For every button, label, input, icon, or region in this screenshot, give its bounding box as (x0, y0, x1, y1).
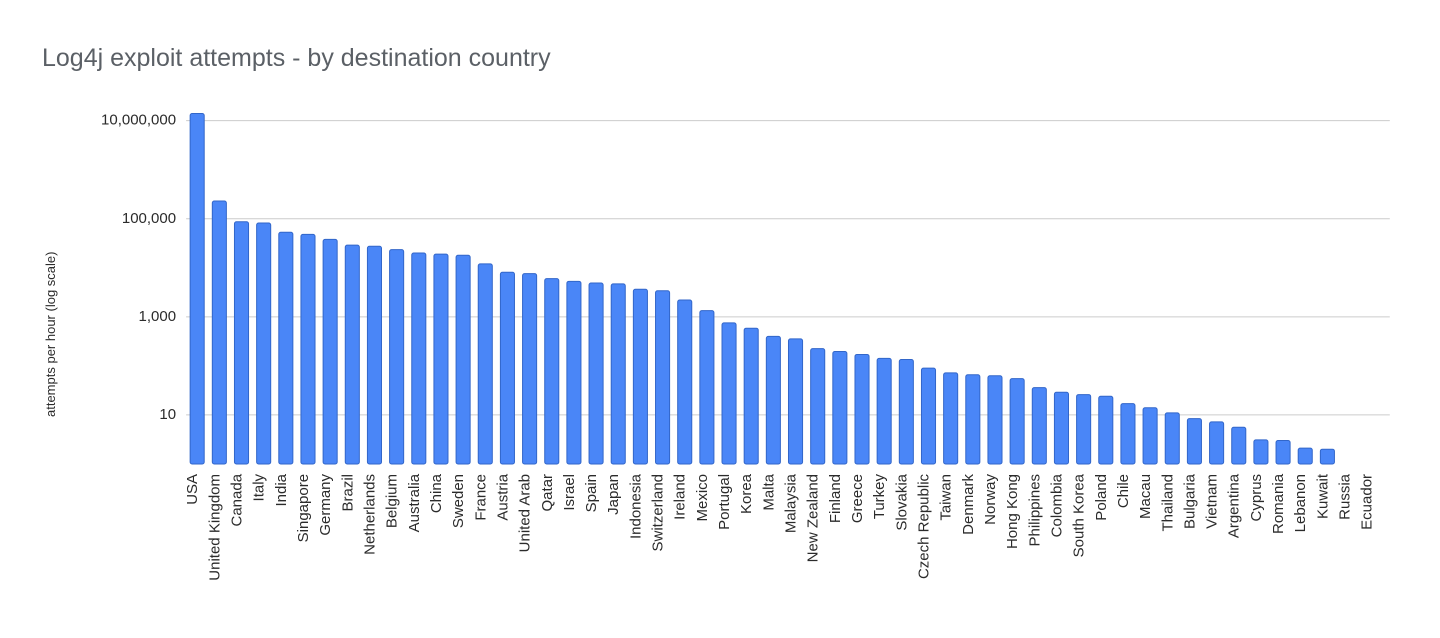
svg-text:Slovakia: Slovakia (893, 473, 910, 530)
svg-text:USA: USA (184, 474, 201, 505)
svg-text:10: 10 (159, 406, 176, 423)
svg-text:Malaysia: Malaysia (783, 473, 800, 533)
svg-text:Netherlands: Netherlands (361, 474, 378, 555)
svg-text:France: France (472, 474, 489, 521)
svg-text:Macau: Macau (1137, 474, 1154, 519)
svg-text:Thailand: Thailand (1159, 474, 1176, 532)
svg-text:Italy: Italy (251, 473, 268, 501)
svg-text:Indonesia: Indonesia (627, 473, 644, 539)
svg-text:Cyprus: Cyprus (1248, 474, 1265, 522)
svg-text:New Zealand: New Zealand (805, 474, 822, 562)
svg-text:Argentina: Argentina (1226, 473, 1243, 538)
svg-text:Czech Republic: Czech Republic (916, 473, 933, 579)
svg-text:Israel: Israel (561, 474, 578, 511)
svg-text:Bulgaria: Bulgaria (1181, 473, 1198, 529)
svg-text:Belgium: Belgium (384, 474, 401, 528)
svg-text:1,000: 1,000 (139, 308, 177, 325)
svg-text:Australia: Australia (406, 473, 423, 532)
svg-text:Turkey: Turkey (871, 473, 888, 519)
svg-text:Spain: Spain (583, 474, 600, 512)
svg-text:Brazil: Brazil (339, 474, 356, 512)
svg-text:Ireland: Ireland (672, 474, 689, 520)
svg-text:Philippines: Philippines (1026, 474, 1043, 547)
svg-text:Austria: Austria (494, 473, 511, 520)
svg-text:Mexico: Mexico (694, 474, 711, 522)
svg-text:South Korea: South Korea (1071, 473, 1088, 557)
svg-text:Sweden: Sweden (450, 474, 467, 528)
svg-text:Korea: Korea (738, 473, 755, 514)
svg-text:Kuwait: Kuwait (1314, 473, 1331, 519)
svg-text:Canada: Canada (229, 473, 246, 526)
svg-text:Portugal: Portugal (716, 474, 733, 530)
svg-text:United Arab: United Arab (517, 474, 534, 552)
svg-text:Lebanon: Lebanon (1292, 474, 1309, 532)
svg-text:India: India (273, 473, 290, 506)
svg-text:Malta: Malta (760, 473, 777, 510)
svg-text:Finland: Finland (827, 474, 844, 523)
svg-text:Greece: Greece (849, 474, 866, 523)
svg-text:Singapore: Singapore (295, 474, 312, 542)
svg-text:Romania: Romania (1270, 473, 1287, 534)
svg-text:attempts per hour (log scale): attempts per hour (log scale) (43, 252, 58, 417)
svg-text:Ecuador: Ecuador (1359, 474, 1376, 530)
svg-text:Colombia: Colombia (1048, 473, 1065, 537)
svg-text:Taiwan: Taiwan (938, 474, 955, 521)
svg-text:100,000: 100,000 (122, 210, 176, 227)
svg-text:Poland: Poland (1093, 474, 1110, 521)
svg-text:Hong Kong: Hong Kong (1004, 474, 1021, 549)
svg-text:Norway: Norway (982, 473, 999, 524)
svg-text:10,000,000: 10,000,000 (101, 112, 176, 129)
svg-text:Japan: Japan (605, 474, 622, 515)
svg-text:Qatar: Qatar (539, 474, 556, 512)
svg-text:Germany: Germany (317, 473, 334, 535)
svg-text:Chile: Chile (1115, 474, 1132, 508)
svg-text:Switzerland: Switzerland (650, 474, 667, 552)
svg-text:Vietnam: Vietnam (1204, 474, 1221, 529)
svg-text:China: China (428, 473, 445, 513)
svg-text:United Kingdom: United Kingdom (206, 474, 223, 581)
svg-text:Russia: Russia (1337, 473, 1354, 520)
svg-text:Denmark: Denmark (960, 473, 977, 534)
